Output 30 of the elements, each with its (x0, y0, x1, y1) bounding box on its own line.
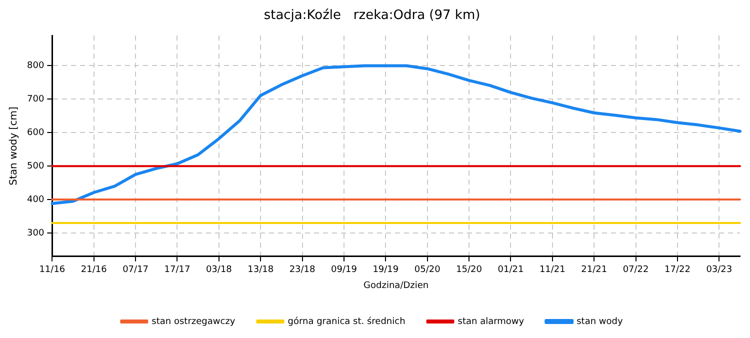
y-tick-label: 600 (26, 128, 44, 138)
x-tick-label: 11/21 (539, 265, 566, 276)
x-tick-label: 21/21 (581, 265, 608, 276)
y-tick-label: 400 (26, 194, 44, 205)
y-tick-label: 300 (26, 228, 44, 238)
legend-label: stan ostrzegawczy (152, 316, 236, 327)
x-tick-label: 21/16 (80, 265, 108, 276)
y-axis-title: Stan wody [cm] (8, 106, 20, 186)
legend-label: stan wody (576, 316, 624, 327)
y-tick-label: 500 (26, 161, 44, 172)
legend-label: stan alarmowy (458, 316, 525, 327)
x-tick-label: 13/18 (248, 265, 274, 276)
x-tick-label: 03/23 (706, 265, 732, 276)
x-tick-label: 01/21 (498, 265, 524, 276)
legend-label: górna granica st. średnich (288, 316, 406, 327)
x-tick-label: 07/22 (622, 265, 649, 276)
x-tick-label: 05/20 (414, 265, 441, 276)
x-tick-label: 07/17 (122, 265, 149, 276)
x-tick-label: 23/18 (289, 265, 316, 276)
y-tick-label: 700 (26, 94, 44, 105)
x-tick-label: 15/20 (456, 265, 482, 276)
x-tick-label: 17/22 (664, 265, 690, 276)
x-tick-label: 17/17 (164, 265, 190, 276)
x-axis-title: Godzina/Dzien (364, 280, 429, 291)
x-tick-label: 09/19 (331, 265, 358, 276)
chart-title: stacja:Koźle rzeka:Odra (97 km) (264, 8, 480, 24)
x-tick-label: 19/19 (372, 265, 399, 276)
x-tick-label: 11/16 (39, 265, 66, 276)
x-tick-label: 03/18 (206, 265, 232, 276)
y-tick-label: 800 (26, 61, 44, 72)
